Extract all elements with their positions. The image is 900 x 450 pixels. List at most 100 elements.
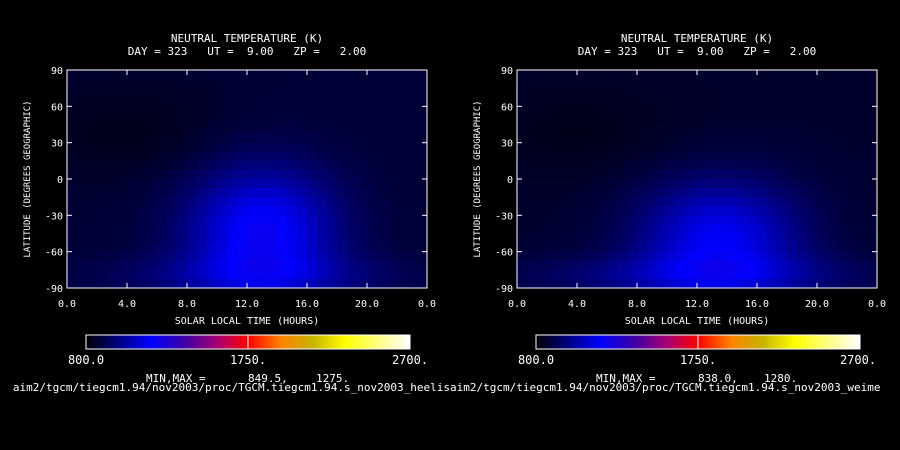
heatmap-cell <box>867 278 878 289</box>
heatmap-cell <box>657 278 668 289</box>
heatmap-cell <box>727 188 738 198</box>
heatmap-cell <box>317 278 328 289</box>
heatmap-cell <box>527 160 538 171</box>
heatmap-cell <box>177 124 188 135</box>
heatmap-cell <box>197 106 208 117</box>
heatmap-cell <box>137 197 148 207</box>
heatmap-cell <box>587 142 598 153</box>
heatmap-cell <box>847 124 858 135</box>
heatmap-cell <box>107 88 118 98</box>
heatmap-cell <box>767 179 778 189</box>
heatmap-cell <box>67 260 78 271</box>
heatmap-cell <box>637 97 648 107</box>
heatmap-cell <box>197 151 208 162</box>
heatmap-cell <box>737 179 748 189</box>
heatmap-cell <box>227 206 238 216</box>
heatmap-cell <box>377 169 388 180</box>
heatmap-cell <box>387 242 398 253</box>
heatmap-cell <box>77 88 88 98</box>
x-tick-label: 0.0 <box>868 299 886 310</box>
heatmap-cell <box>267 133 278 144</box>
panel-right-minmax-label: MIN,MAX = <box>596 372 656 385</box>
heatmap-cell <box>397 269 408 280</box>
heatmap-cell <box>537 151 548 162</box>
heatmap-cell <box>357 269 368 280</box>
heatmap-cell <box>537 88 548 98</box>
heatmap-cell <box>87 124 98 135</box>
heatmap-cell <box>757 251 768 262</box>
heatmap-cell <box>137 70 148 80</box>
y-tick-label: -90 <box>495 284 513 295</box>
panel-left-source-path: aim2/tgcm/tiegcm1.94/nov2003/proc/TGCM.t… <box>0 381 450 395</box>
heatmap-cell <box>737 206 748 216</box>
heatmap-cell <box>67 97 78 107</box>
heatmap-cell <box>647 188 658 198</box>
heatmap-cell <box>557 179 568 189</box>
heatmap-cell <box>177 88 188 98</box>
heatmap-cell <box>277 70 288 80</box>
y-tick-label: 0 <box>507 175 513 186</box>
heatmap-cell <box>337 251 348 262</box>
heatmap-cell <box>417 215 428 226</box>
heatmap-cell <box>547 251 558 262</box>
heatmap-cell <box>307 142 318 153</box>
x-tick-label: 4.0 <box>568 299 586 310</box>
heatmap-cell <box>717 260 728 271</box>
heatmap-cell <box>87 115 98 126</box>
heatmap-cell <box>557 233 568 244</box>
heatmap-cell <box>237 115 248 126</box>
heatmap-cell <box>767 151 778 162</box>
heatmap-cell <box>367 160 378 171</box>
heatmap-cell <box>667 260 678 271</box>
x-tick-label: 20.0 <box>355 299 379 310</box>
heatmap-cell <box>217 179 228 189</box>
heatmap-cell <box>537 142 548 153</box>
heatmap-cell <box>827 151 838 162</box>
heatmap-cell <box>827 188 838 198</box>
heatmap-cell <box>807 269 818 280</box>
heatmap-cell <box>387 197 398 207</box>
panel-right-max-value: 1280. <box>764 372 797 385</box>
heatmap-cell <box>197 97 208 107</box>
heatmap-cell <box>737 242 748 253</box>
heatmap-cell <box>607 97 618 107</box>
heatmap-cell <box>627 260 638 271</box>
heatmap-cell <box>307 197 318 207</box>
heatmap-cell <box>747 106 758 117</box>
heatmap-cell <box>187 97 198 107</box>
heatmap-cell <box>187 215 198 226</box>
heatmap-cell <box>347 70 358 80</box>
heatmap-cell <box>687 206 698 216</box>
heatmap-cell <box>157 160 168 171</box>
heatmap-cell <box>157 251 168 262</box>
heatmap-cell <box>837 79 848 89</box>
heatmap-cell <box>277 115 288 126</box>
heatmap-cell <box>317 188 328 198</box>
heatmap-cell <box>317 133 328 144</box>
heatmap-cell <box>827 97 838 107</box>
heatmap-cell <box>277 233 288 244</box>
heatmap-cell <box>417 169 428 180</box>
heatmap-cell <box>587 106 598 117</box>
heatmap-cell <box>777 142 788 153</box>
heatmap-cell <box>237 197 248 207</box>
heatmap-cell <box>97 142 108 153</box>
heatmap-cell <box>387 251 398 262</box>
heatmap-cell <box>697 269 708 280</box>
heatmap-cell <box>107 260 118 271</box>
heatmap-cell <box>627 115 638 126</box>
panel-right-x-ticks: 0.0 4.0 8.0 12.0 16.0 20.0 0.0 <box>508 70 886 310</box>
heatmap-cell <box>397 70 408 80</box>
heatmap-cell <box>147 233 158 244</box>
heatmap-cell <box>327 88 338 98</box>
heatmap-cell <box>387 278 398 289</box>
heatmap-cell <box>777 169 788 180</box>
heatmap-cell <box>747 70 758 80</box>
heatmap-cell <box>847 169 858 180</box>
heatmap-cell <box>417 251 428 262</box>
heatmap-cell <box>527 233 538 244</box>
heatmap-cell <box>767 133 778 144</box>
heatmap-cell <box>397 215 408 226</box>
heatmap-cell <box>537 115 548 126</box>
heatmap-cell <box>617 206 628 216</box>
